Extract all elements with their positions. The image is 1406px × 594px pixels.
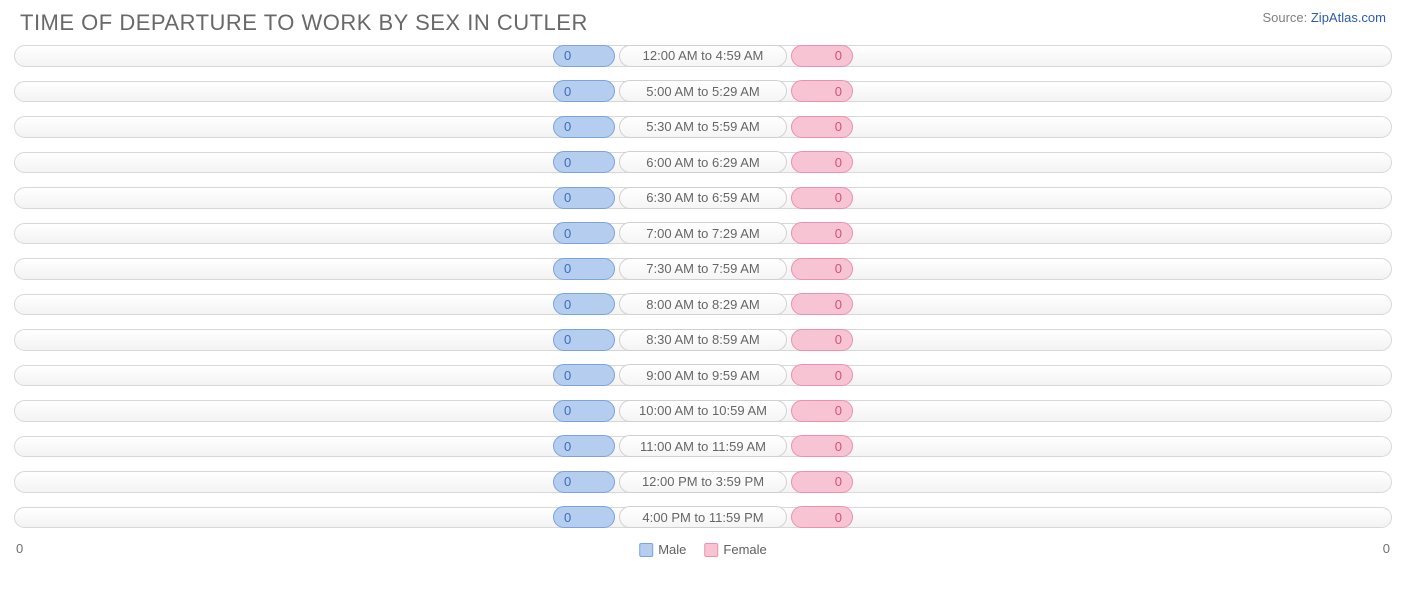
chart-row: 05:30 AM to 5:59 AM0: [14, 113, 1392, 141]
legend-label-male: Male: [658, 542, 686, 557]
male-value-pill: 0: [553, 187, 615, 209]
male-value-pill: 0: [553, 329, 615, 351]
female-value-pill: 0: [791, 45, 853, 67]
row-center-group: 08:00 AM to 8:29 AM0: [553, 291, 853, 319]
axis-left-label: 0: [16, 541, 23, 556]
row-center-group: 06:00 AM to 6:29 AM0: [553, 149, 853, 177]
row-label-pill: 5:30 AM to 5:59 AM: [619, 116, 787, 138]
row-center-group: 08:30 AM to 8:59 AM0: [553, 326, 853, 354]
legend-item-male: Male: [639, 542, 686, 557]
row-center-group: 06:30 AM to 6:59 AM0: [553, 184, 853, 212]
male-value-pill: 0: [553, 80, 615, 102]
row-label-pill: 10:00 AM to 10:59 AM: [619, 400, 787, 422]
axis-right-label: 0: [1383, 541, 1390, 556]
row-center-group: 011:00 AM to 11:59 AM0: [553, 433, 853, 461]
chart-row: 012:00 AM to 4:59 AM0: [14, 42, 1392, 70]
legend: Male Female: [639, 542, 767, 557]
legend-label-female: Female: [723, 542, 766, 557]
female-value-pill: 0: [791, 435, 853, 457]
chart-header: TIME OF DEPARTURE TO WORK BY SEX IN CUTL…: [0, 0, 1406, 42]
row-label-pill: 7:30 AM to 7:59 AM: [619, 258, 787, 280]
chart-row: 04:00 PM to 11:59 PM0: [14, 504, 1392, 532]
chart-row: 05:00 AM to 5:29 AM0: [14, 78, 1392, 106]
row-center-group: 05:00 AM to 5:29 AM0: [553, 78, 853, 106]
male-value-pill: 0: [553, 45, 615, 67]
female-value-pill: 0: [791, 116, 853, 138]
diverging-bar-chart: 012:00 AM to 4:59 AM005:00 AM to 5:29 AM…: [0, 42, 1406, 531]
row-label-pill: 12:00 AM to 4:59 AM: [619, 45, 787, 67]
row-center-group: 012:00 PM to 3:59 PM0: [553, 468, 853, 496]
female-value-pill: 0: [791, 80, 853, 102]
source-attribution: Source: ZipAtlas.com: [1262, 10, 1386, 25]
chart-row: 06:30 AM to 6:59 AM0: [14, 184, 1392, 212]
male-value-pill: 0: [553, 364, 615, 386]
row-label-pill: 5:00 AM to 5:29 AM: [619, 80, 787, 102]
chart-row: 011:00 AM to 11:59 AM0: [14, 433, 1392, 461]
legend-swatch-male: [639, 543, 653, 557]
male-value-pill: 0: [553, 258, 615, 280]
row-center-group: 07:00 AM to 7:29 AM0: [553, 220, 853, 248]
female-value-pill: 0: [791, 258, 853, 280]
row-center-group: 05:30 AM to 5:59 AM0: [553, 113, 853, 141]
row-label-pill: 4:00 PM to 11:59 PM: [619, 506, 787, 528]
row-label-pill: 6:30 AM to 6:59 AM: [619, 187, 787, 209]
female-value-pill: 0: [791, 151, 853, 173]
chart-footer: 0 0 Male Female: [0, 539, 1406, 567]
chart-row: 010:00 AM to 10:59 AM0: [14, 397, 1392, 425]
chart-row: 07:00 AM to 7:29 AM0: [14, 220, 1392, 248]
legend-swatch-female: [704, 543, 718, 557]
chart-row: 012:00 PM to 3:59 PM0: [14, 468, 1392, 496]
row-label-pill: 8:00 AM to 8:29 AM: [619, 293, 787, 315]
female-value-pill: 0: [791, 329, 853, 351]
female-value-pill: 0: [791, 400, 853, 422]
row-center-group: 012:00 AM to 4:59 AM0: [553, 42, 853, 70]
row-center-group: 010:00 AM to 10:59 AM0: [553, 397, 853, 425]
chart-title: TIME OF DEPARTURE TO WORK BY SEX IN CUTL…: [20, 10, 588, 36]
row-center-group: 09:00 AM to 9:59 AM0: [553, 362, 853, 390]
male-value-pill: 0: [553, 435, 615, 457]
male-value-pill: 0: [553, 471, 615, 493]
row-label-pill: 6:00 AM to 6:29 AM: [619, 151, 787, 173]
chart-row: 08:00 AM to 8:29 AM0: [14, 291, 1392, 319]
male-value-pill: 0: [553, 116, 615, 138]
source-label: Source:: [1262, 10, 1310, 25]
row-label-pill: 11:00 AM to 11:59 AM: [619, 435, 787, 457]
female-value-pill: 0: [791, 293, 853, 315]
male-value-pill: 0: [553, 400, 615, 422]
chart-row: 06:00 AM to 6:29 AM0: [14, 149, 1392, 177]
row-center-group: 04:00 PM to 11:59 PM0: [553, 504, 853, 532]
female-value-pill: 0: [791, 222, 853, 244]
male-value-pill: 0: [553, 222, 615, 244]
male-value-pill: 0: [553, 506, 615, 528]
chart-row: 08:30 AM to 8:59 AM0: [14, 326, 1392, 354]
row-label-pill: 7:00 AM to 7:29 AM: [619, 222, 787, 244]
chart-row: 09:00 AM to 9:59 AM0: [14, 362, 1392, 390]
female-value-pill: 0: [791, 364, 853, 386]
row-label-pill: 12:00 PM to 3:59 PM: [619, 471, 787, 493]
row-label-pill: 9:00 AM to 9:59 AM: [619, 364, 787, 386]
row-label-pill: 8:30 AM to 8:59 AM: [619, 329, 787, 351]
male-value-pill: 0: [553, 293, 615, 315]
female-value-pill: 0: [791, 471, 853, 493]
row-center-group: 07:30 AM to 7:59 AM0: [553, 255, 853, 283]
male-value-pill: 0: [553, 151, 615, 173]
female-value-pill: 0: [791, 187, 853, 209]
female-value-pill: 0: [791, 506, 853, 528]
legend-item-female: Female: [704, 542, 766, 557]
chart-row: 07:30 AM to 7:59 AM0: [14, 255, 1392, 283]
source-link[interactable]: ZipAtlas.com: [1311, 10, 1386, 25]
